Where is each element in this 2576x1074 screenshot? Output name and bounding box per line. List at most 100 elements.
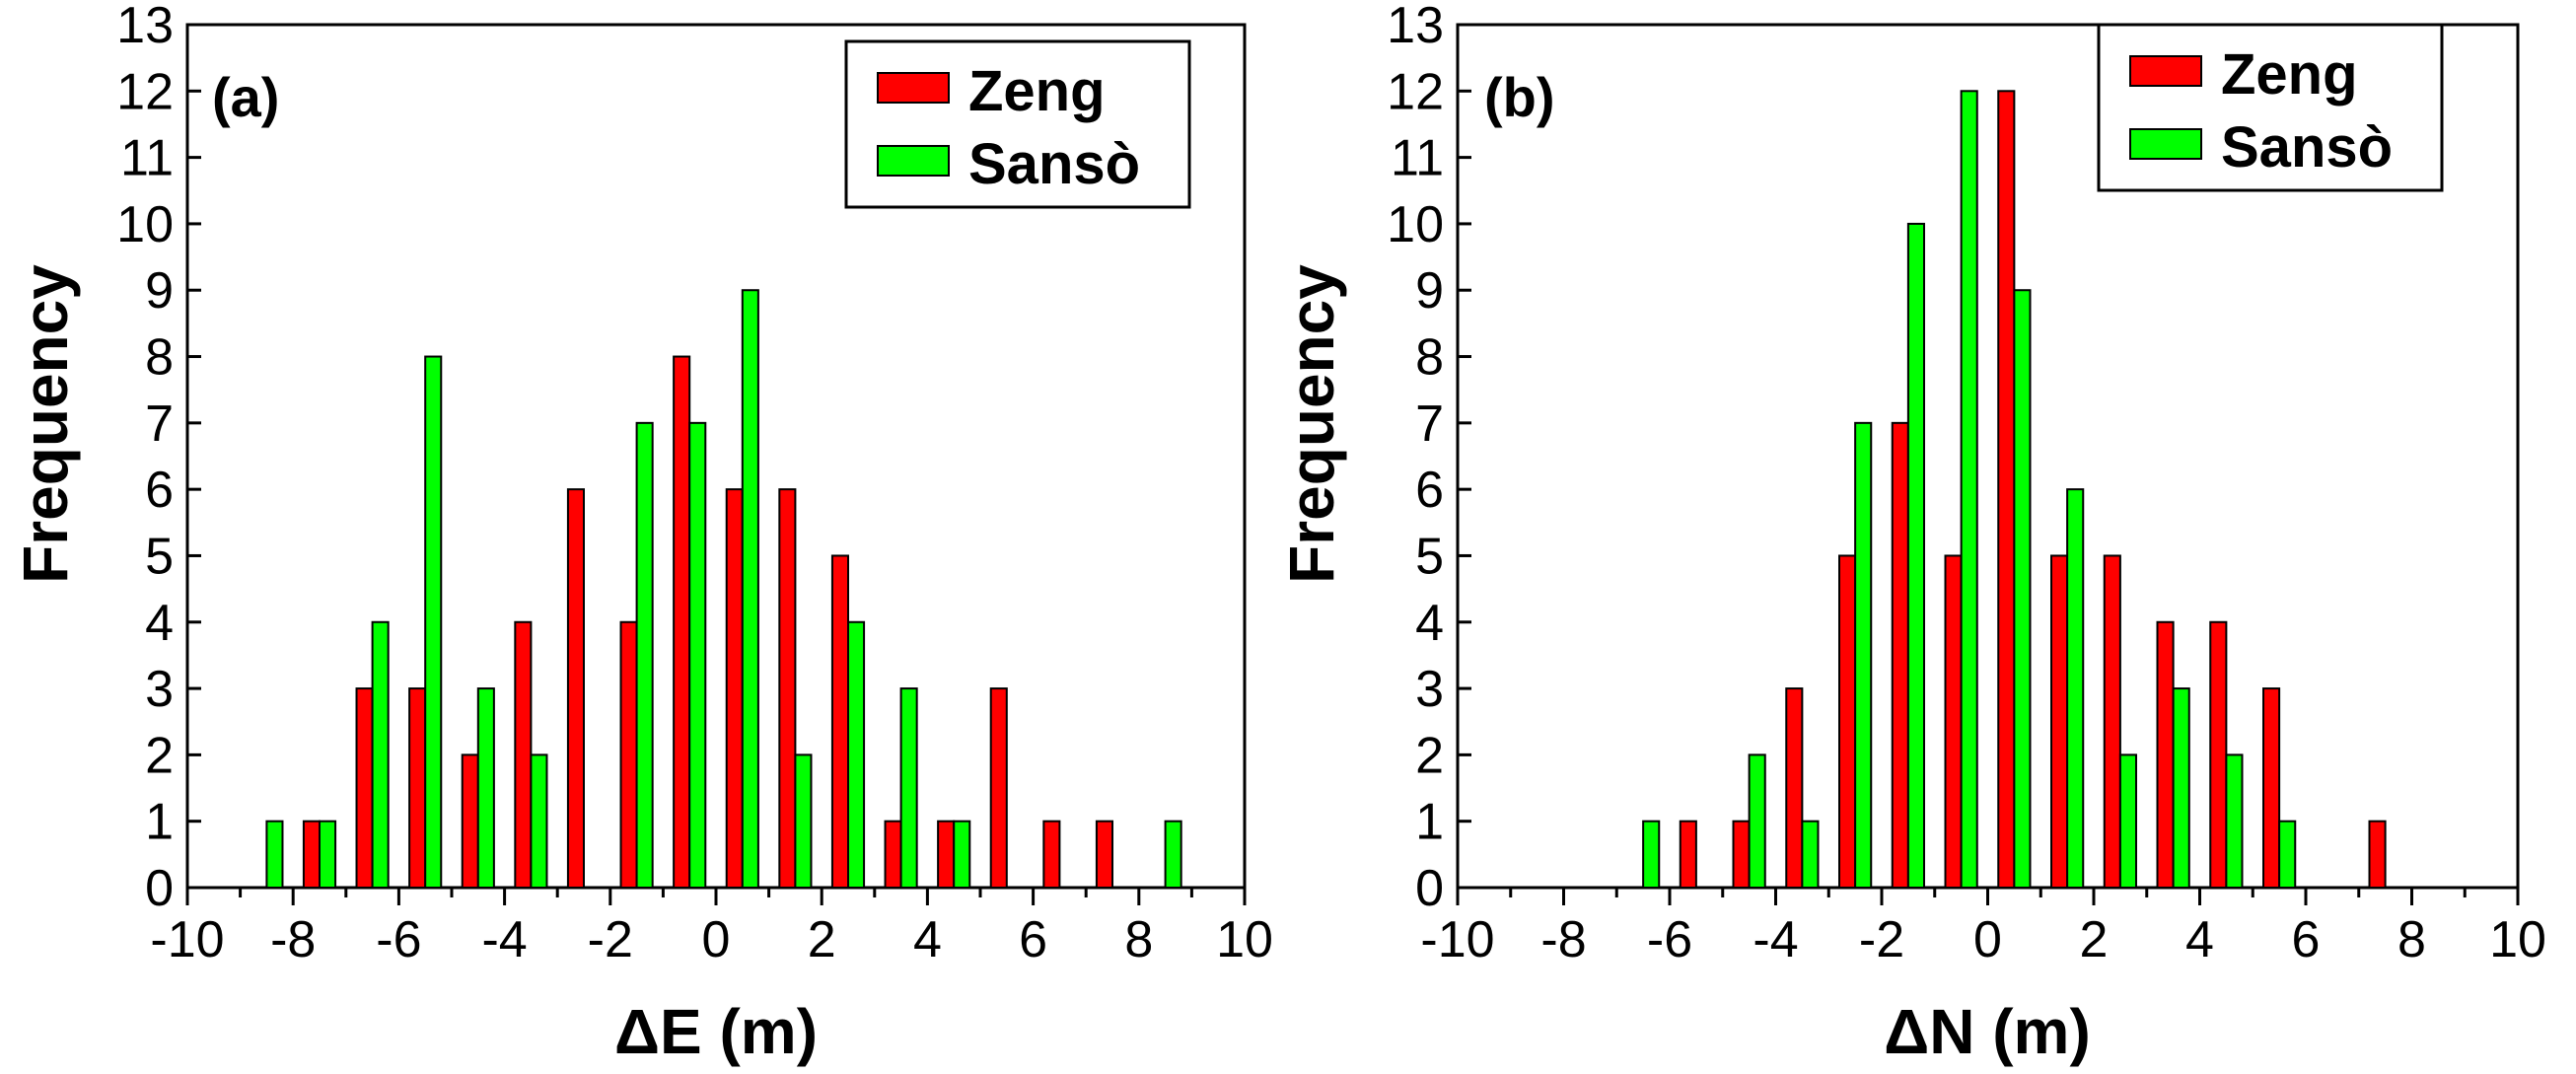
legend-swatch-sanso	[877, 145, 950, 177]
x-tick-label: -6	[1647, 911, 1692, 968]
bar-sans-1.5	[794, 753, 813, 890]
bar-zeng-4.5	[2209, 620, 2228, 889]
bar-zeng--0.5	[673, 355, 691, 889]
bar-sans-3.5	[2172, 687, 2190, 889]
x-tick-label: 2	[2080, 911, 2109, 968]
bar-sans--4.5	[1748, 753, 1766, 890]
y-tick-label: 10	[116, 196, 174, 253]
y-axis-title: Frequency	[10, 264, 81, 584]
bar-zeng--4.5	[1732, 820, 1751, 890]
x-tick-label: 8	[2397, 911, 2426, 968]
bar-sans--1.5	[635, 421, 654, 889]
bar-sans-2.5	[2118, 753, 2137, 890]
y-tick-label: 7	[1415, 395, 1444, 453]
x-tick-label: 2	[808, 911, 836, 968]
y-tick-label: 4	[145, 595, 174, 652]
y-tick-label: 1	[1415, 794, 1444, 851]
bar-zeng--2.5	[566, 488, 585, 889]
bar-zeng-2.5	[2103, 554, 2121, 889]
y-tick-label: 10	[1387, 196, 1444, 253]
y-tick-label: 9	[1415, 262, 1444, 320]
x-tick-label: 6	[2292, 911, 2321, 968]
y-tick-label: 4	[1415, 595, 1444, 652]
bar-zeng--3.5	[1785, 687, 1804, 889]
legend: Zeng Sansò	[844, 39, 1191, 209]
bar-zeng--4.5	[461, 753, 479, 890]
bar-sans--3.5	[530, 753, 548, 890]
y-tick-label: 0	[145, 860, 174, 917]
x-tick-label: 0	[1973, 911, 2002, 968]
bar-sans--7.5	[319, 820, 337, 890]
bar-sans--2.5	[1854, 421, 1873, 889]
bar-zeng--6.5	[355, 687, 374, 889]
bar-zeng-0.5	[1997, 90, 2016, 890]
bar-sans--6.5	[371, 620, 390, 889]
x-tick-label: 4	[913, 911, 942, 968]
bar-sans-1.5	[2066, 488, 2085, 889]
bar-zeng--3.5	[514, 620, 533, 889]
x-tick-label: -4	[481, 911, 527, 968]
bar-zeng-4.5	[937, 820, 956, 890]
legend-label-zeng: Zeng	[968, 59, 1106, 123]
bar-sans-2.5	[847, 620, 866, 889]
x-tick-label: 0	[702, 911, 731, 968]
y-tick-label: 6	[145, 462, 174, 519]
legend-box	[2097, 23, 2444, 192]
bar-zeng-7.5	[1095, 820, 1114, 890]
bar-sans-8.5	[1164, 820, 1182, 890]
x-tick-label: -10	[150, 911, 224, 968]
x-tick-label: -8	[270, 911, 316, 968]
x-tick-label: 10	[2489, 911, 2546, 968]
bar-zeng-5.5	[989, 687, 1008, 889]
y-tick-label: 0	[1415, 860, 1444, 917]
bar-zeng-3.5	[884, 820, 902, 890]
x-tick-label: -2	[1859, 911, 1904, 968]
bar-zeng--1.5	[1891, 421, 1909, 889]
y-tick-label: 11	[120, 130, 174, 187]
y-tick-label: 12	[1387, 63, 1444, 120]
y-tick-label: 8	[145, 329, 174, 387]
bar-sans-3.5	[899, 687, 918, 889]
bar-sans--1.5	[1906, 222, 1925, 889]
bar-zeng--7.5	[302, 820, 322, 890]
panel-label: (b)	[1484, 66, 1555, 128]
y-tick-label: 13	[116, 0, 174, 54]
y-tick-label: 6	[1415, 462, 1444, 519]
bar-zeng--0.5	[1944, 554, 1963, 889]
legend-label-sanso: Sansò	[2221, 115, 2393, 179]
y-tick-label: 9	[145, 262, 174, 320]
y-tick-label: 13	[1387, 0, 1444, 54]
y-tick-label: 5	[1415, 528, 1444, 585]
x-axis-title: ΔE (m)	[614, 996, 818, 1067]
y-tick-label: 2	[1415, 727, 1444, 784]
bar-zeng-5.5	[2262, 687, 2281, 889]
legend-swatch-sanso	[2129, 128, 2202, 160]
bar-zeng-6.5	[1042, 820, 1061, 890]
bar-zeng--2.5	[1838, 554, 1857, 889]
legend-swatch-zeng	[2129, 55, 2202, 87]
x-tick-label: 4	[2185, 911, 2214, 968]
bar-zeng--5.5	[408, 687, 427, 889]
bar-zeng-1.5	[778, 488, 797, 889]
x-axis-title: ΔN (m)	[1884, 996, 2091, 1067]
bars-group	[1642, 90, 2387, 890]
y-tick-label: 8	[1415, 329, 1444, 387]
bar-sans--0.5	[688, 421, 707, 889]
bars-group	[265, 289, 1182, 890]
bar-sans-5.5	[2278, 820, 2297, 890]
panel-label: (a)	[212, 66, 279, 128]
bar-sans-4.5	[953, 820, 971, 890]
x-axis-ticks: -10 -8 -6 -4 -2 0 2 4 6 8 10	[150, 888, 1273, 968]
y-tick-label: 11	[1391, 130, 1444, 187]
x-axis-ticks: -10 -8 -6 -4 -2 0 2 4 6 8 10	[1420, 888, 2546, 968]
bar-sans--8.5	[265, 820, 284, 890]
legend-box	[844, 39, 1191, 209]
bar-zeng-3.5	[2156, 620, 2175, 889]
legend-swatch-zeng	[877, 72, 950, 104]
bar-sans--3.5	[1801, 820, 1820, 890]
legend-label-sanso: Sansò	[968, 132, 1140, 196]
